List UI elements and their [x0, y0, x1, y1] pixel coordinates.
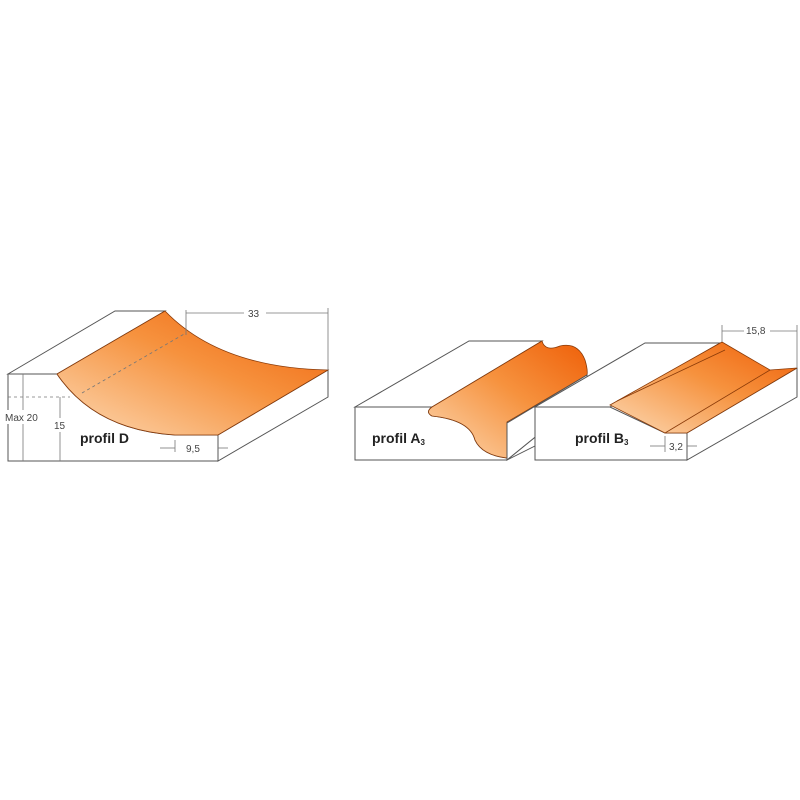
- dim-text-bg: [4, 410, 42, 424]
- profile-b3-block: 15,8 3,2 profil B3: [533, 324, 798, 461]
- profile-d-label: profil D: [80, 430, 129, 446]
- groove-line-lower: [664, 369, 771, 434]
- dim-text-bg: [52, 418, 68, 432]
- offset-dim-label: 9,5: [186, 444, 200, 455]
- offset-dim-label: 3,2: [669, 442, 683, 453]
- center-dashed-line: [81, 332, 187, 394]
- height-dim-label: 15: [54, 421, 66, 432]
- groove-line-upper: [616, 349, 726, 402]
- max-height-dim-label: Max 20: [5, 413, 38, 424]
- dim-text-bg: [744, 324, 770, 336]
- profile-d-block: 33 Max 20 15 9,5 profil D: [4, 306, 330, 462]
- profile-b3-label: profil B3: [575, 430, 629, 447]
- dim-text-bg: [244, 306, 266, 318]
- width-dim-label: 33: [248, 309, 260, 320]
- width-dim-label: 15,8: [746, 326, 766, 337]
- profile-a3-label: profil A3: [372, 430, 425, 447]
